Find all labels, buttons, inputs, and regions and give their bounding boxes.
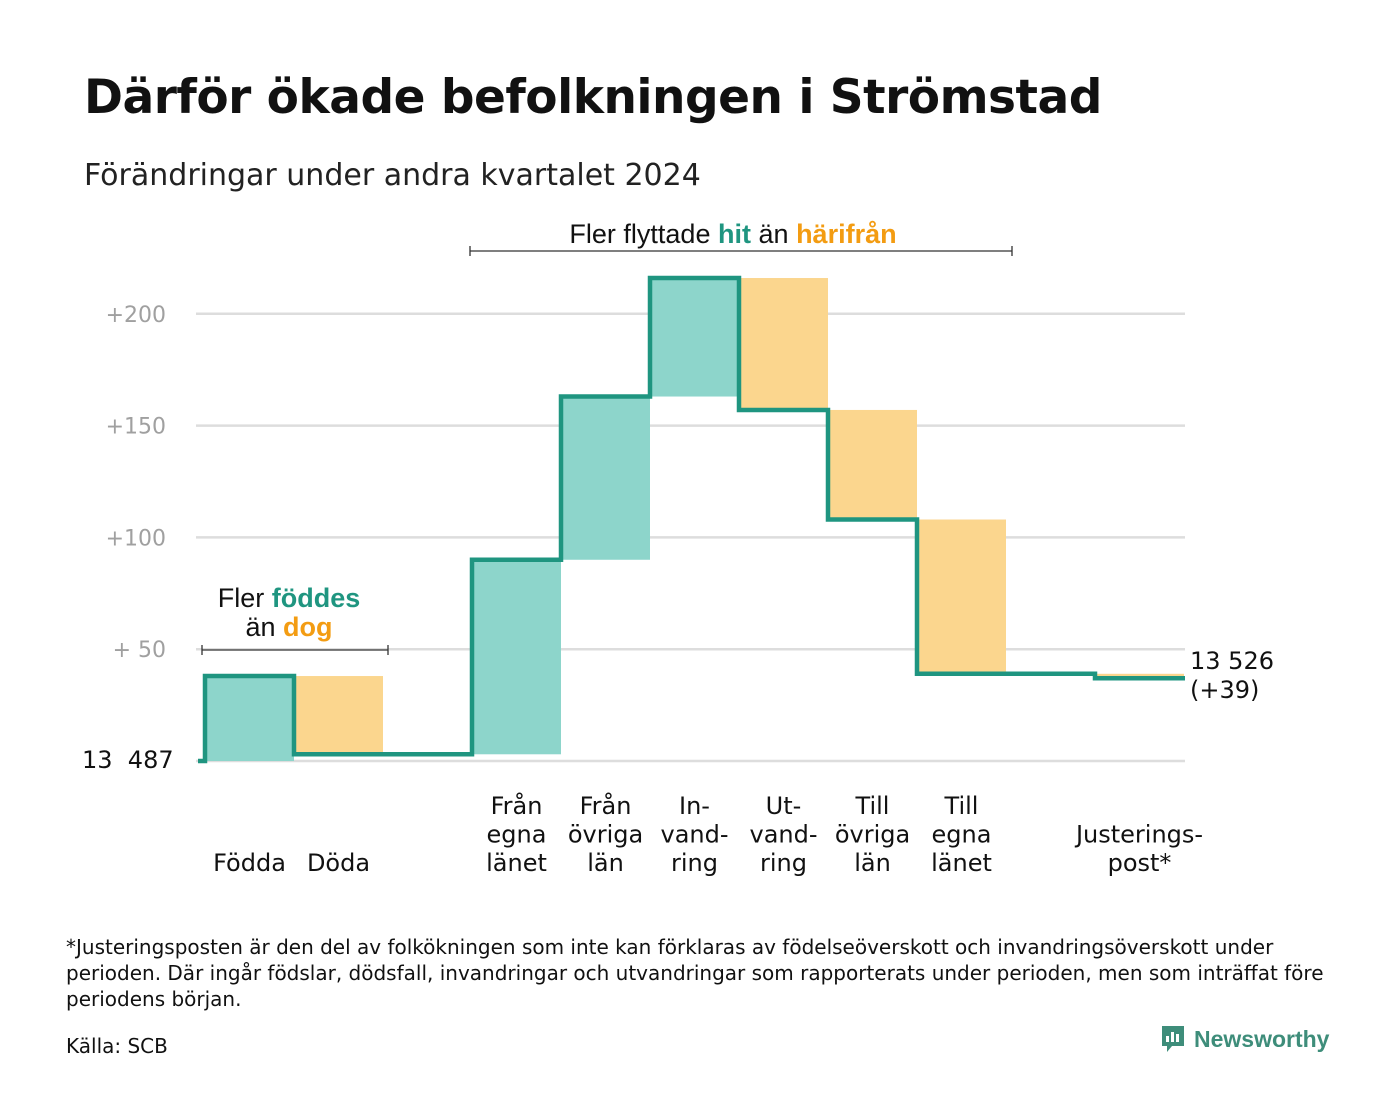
category-label: vand-: [660, 821, 728, 849]
category-label: vand-: [749, 821, 817, 849]
category-label: övriga: [568, 821, 643, 849]
births-annotation-dog: dog: [283, 612, 332, 642]
bars: [205, 278, 1184, 761]
newsworthy-logo-icon: [1162, 1026, 1184, 1052]
births-annotation-an: än: [245, 612, 275, 642]
category-label: Från: [580, 791, 632, 820]
migration-annotation-middle: än: [759, 219, 789, 249]
bar-frånövrigalän: [561, 396, 650, 560]
category-label: Ut-: [766, 792, 802, 820]
waterfall-chart: +200+150+100+ 50 Födda DödaFrånegnalänetF…: [82, 219, 1274, 877]
category-label: Till: [855, 792, 890, 820]
category-label: post*: [1108, 849, 1172, 877]
chart-subtitle: Förändringar under andra kvartalet 2024: [84, 158, 701, 193]
annotations: Fler flyttade hit än härifrån Fler födde…: [82, 219, 1274, 774]
migration-annotation-prefix: Fler flyttade: [569, 219, 710, 249]
bar-döda: [294, 676, 383, 755]
category-labels: Födda DödaFrånegnalänetFrånövrigalänIn-va…: [213, 791, 1203, 877]
category-label: övriga: [835, 821, 910, 849]
category-label: länet: [931, 849, 992, 877]
bar-utvandring: [739, 278, 828, 410]
source-label: Källa: SCB: [66, 1034, 168, 1058]
bar-födda: [205, 676, 294, 761]
y-tick-label: +150: [106, 415, 166, 440]
bar-invandring: [650, 278, 739, 397]
migration-annotation-harifran: härifrån: [796, 219, 897, 249]
bar-tillegnalänet: [917, 519, 1006, 674]
category-label: In-: [679, 792, 710, 820]
category-label: ring: [760, 849, 807, 877]
migration-annotation-hit: hit: [718, 219, 751, 249]
category-label: län: [587, 849, 624, 877]
start-value-label: 13 487: [82, 746, 174, 774]
category-label: Justerings-: [1074, 821, 1203, 849]
category-label: län: [854, 849, 891, 877]
births-annotation-line2: än dog: [245, 612, 332, 642]
births-annotation-prefix: Fler: [218, 583, 265, 613]
y-tick-label: +200: [106, 303, 166, 328]
bar-tillövrigalän: [828, 409, 917, 520]
births-annotation-line1: Fler föddes: [218, 583, 361, 613]
category-label: Till: [944, 792, 979, 820]
y-tick-label: +100: [106, 526, 166, 551]
migration-annotation: Fler flyttade hit än härifrån: [569, 219, 896, 249]
brand-logo: Newsworthy: [1160, 1024, 1329, 1054]
category-label: Födda: [213, 849, 286, 877]
category-label: ring: [671, 849, 718, 877]
end-value-label: 13 526: [1190, 647, 1274, 675]
gridlines: +200 +150 +100 + 50: [106, 303, 1185, 763]
category-label: Döda: [307, 849, 370, 877]
cumulative-step-line: [198, 275, 1185, 764]
y-tick-label: + 50: [113, 638, 166, 663]
chart-title: Därför ökade befolkningen i Strömstad: [84, 70, 1102, 125]
step-line-group: [198, 275, 1185, 764]
bar-frånegnalänet: [472, 559, 561, 755]
category-label: länet: [486, 849, 547, 877]
category-label: egna: [487, 821, 547, 849]
category-label: egna: [932, 821, 992, 849]
end-change-label: (+39): [1190, 676, 1259, 704]
footnote: *Justeringsposten är den del av folkökni…: [66, 935, 1324, 1011]
births-annotation-fodde: föddes: [272, 583, 361, 613]
brand-name: Newsworthy: [1194, 1025, 1330, 1052]
category-label: Från: [491, 791, 543, 820]
